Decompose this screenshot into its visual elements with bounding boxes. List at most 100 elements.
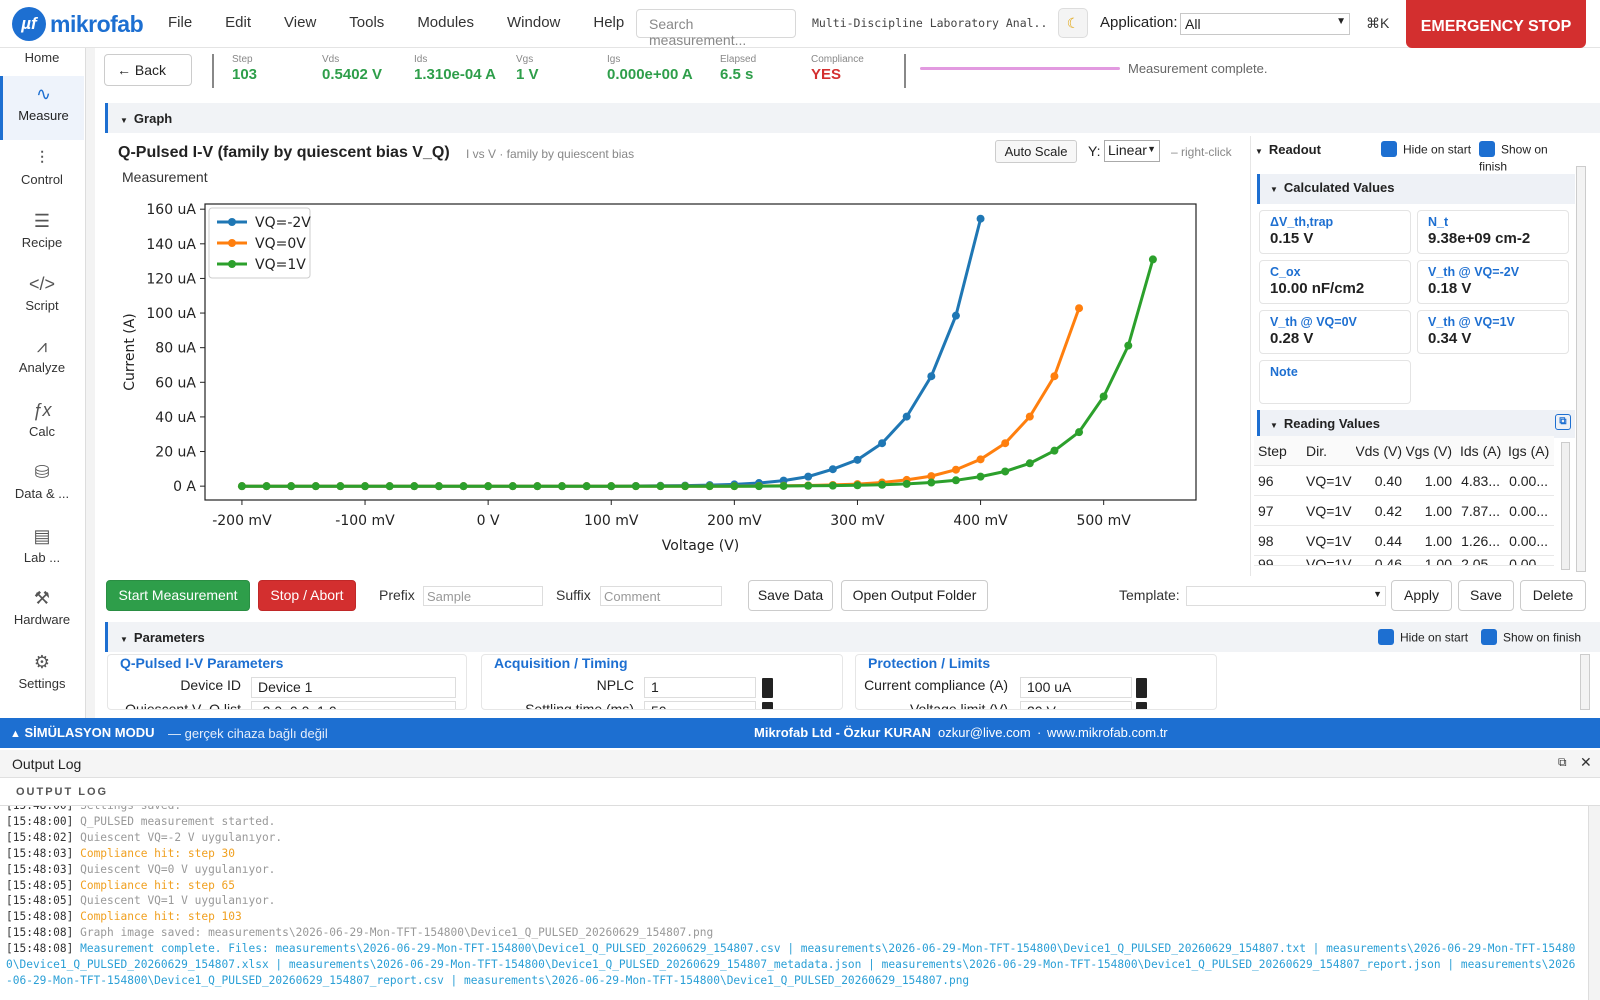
suffix-input[interactable]: Comment	[600, 586, 722, 606]
param-group-qpulsed: Q-Pulsed I-V Parameters Device ID Device…	[107, 654, 467, 710]
collapse-arrow-icon: ▼	[120, 116, 128, 125]
menu-tools[interactable]: Tools	[349, 14, 385, 31]
command-palette-shortcut[interactable]: ⌘K	[1366, 15, 1390, 31]
emergency-stop-button[interactable]: EMERGENCY STOP	[1406, 0, 1586, 48]
prefix-input[interactable]: Sample	[423, 586, 543, 606]
sidebar-item-home[interactable]: Home	[0, 48, 84, 84]
table-scrollbar[interactable]	[1561, 442, 1570, 570]
stat-igs: Igs 0.000e+00 A	[607, 54, 693, 83]
params-show-on-finish[interactable]: Show on finish	[1481, 628, 1581, 646]
params-hide-on-start[interactable]: Hide on start	[1378, 628, 1468, 646]
iv-chart[interactable]: 0 A 20 uA 40 uA 60 uA 80 uA 100 uA 120 uA 140 u…	[108, 188, 1228, 588]
calculated-values-header[interactable]: ▼ Calculated Values	[1257, 174, 1575, 204]
application-select[interactable]: All ▼	[1180, 13, 1350, 35]
start-measurement-button[interactable]: Start Measurement	[106, 580, 250, 611]
application-select-value: All	[1185, 16, 1201, 32]
y-tick-label: 20 uA	[155, 445, 196, 461]
open-output-folder-button[interactable]: Open Output Folder	[841, 580, 988, 611]
parameters-scrollbar[interactable]	[1580, 654, 1590, 710]
table-row[interactable]: 98 VQ=1V 0.44 1.00 1.26... 0.00...	[1254, 526, 1554, 556]
template-select[interactable]: ▼	[1186, 586, 1386, 606]
output-log-content[interactable]: [15:48:00] Settings saved.[15:48:00] Q_P…	[0, 806, 1588, 1000]
log-message: Quiescent VQ=1 V uygulanıyor.	[80, 894, 276, 908]
dark-mode-toggle[interactable]: ☾	[1058, 8, 1088, 38]
readout-title[interactable]: ▼ Readout	[1255, 142, 1321, 157]
save-data-button[interactable]: Save Data	[748, 580, 833, 611]
legend-marker	[228, 260, 236, 268]
compliance-stepper[interactable]	[1136, 678, 1147, 698]
plot-panel: Q-Pulsed I-V (family by quiescent bias V…	[108, 136, 1248, 576]
output-log-subtitle: OUTPUT LOG	[16, 786, 109, 798]
table-row[interactable]: 99 VQ=1V 0.46 1.00 2.05... 0.00...	[1254, 556, 1554, 566]
log-line: [15:48:00] Q_PULSED measurement started.	[6, 814, 1582, 830]
website-link[interactable]: www.mikrofab.com.tr	[1047, 725, 1168, 740]
menu-file[interactable]: File	[168, 14, 193, 31]
param-group-title: Q-Pulsed I-V Parameters	[120, 655, 284, 671]
chart-subtitle: I vs V · family by quiescent bias	[466, 147, 635, 161]
menu-view[interactable]: View	[284, 14, 317, 31]
logo-mark: µf	[12, 7, 46, 41]
y-scale-select[interactable]: Linear ▼	[1104, 140, 1160, 162]
data-point	[1075, 428, 1084, 437]
checkbox-checked-icon	[1479, 141, 1495, 158]
voltage-limit-stepper[interactable]	[1136, 702, 1147, 709]
sidebar-item-analyze[interactable]: ⩘ Analyze	[0, 328, 84, 392]
settling-input[interactable]: 50	[644, 701, 756, 709]
sidebar-item-recipe[interactable]: ☰ Recipe	[0, 203, 84, 267]
current-compliance-input[interactable]: 100 uA	[1020, 677, 1132, 698]
sidebar-item-data[interactable]: ⛁ Data & ...	[0, 454, 84, 518]
y-tick-label: 60 uA	[155, 375, 196, 391]
apply-template-button[interactable]: Apply	[1391, 580, 1452, 611]
x-tick-label: 400 mV	[953, 513, 1008, 529]
readout-show-on-finish[interactable]: Show on finish	[1479, 141, 1548, 174]
contact-email[interactable]: ozkur@live.com	[938, 725, 1031, 740]
data-point	[1001, 467, 1010, 476]
copy-icon[interactable]: ⧉	[1555, 414, 1571, 430]
progress-bar	[920, 67, 1120, 70]
reading-values-header[interactable]: ▼ Reading Values ⧉	[1257, 410, 1575, 438]
menu-help[interactable]: Help	[593, 14, 625, 31]
sidebar-item-calc[interactable]: ƒx Calc	[0, 392, 84, 456]
float-icon[interactable]: ⧉	[1558, 755, 1567, 769]
chart-icon: ⩘	[36, 336, 48, 356]
sidebar-scrollbar[interactable]	[85, 48, 95, 718]
table-row[interactable]: 97 VQ=1V 0.42 1.00 7.87... 0.00...	[1254, 496, 1554, 526]
sidebar-item-settings[interactable]: ⚙ Settings	[0, 644, 84, 708]
vq-list-input[interactable]: -2.0, 0.0, 1.0	[251, 701, 456, 709]
data-point	[1025, 459, 1034, 468]
nplc-stepper[interactable]	[762, 678, 773, 698]
menu-modules[interactable]: Modules	[417, 14, 475, 31]
readout-scrollbar[interactable]	[1576, 166, 1586, 572]
sidebar-item-hardware[interactable]: ⚒ Hardware	[0, 580, 84, 644]
voltage-limit-input[interactable]: 20 V	[1020, 701, 1132, 709]
search-input[interactable]: Search measurement...	[636, 9, 796, 48]
graph-section-header[interactable]: ▼ Graph	[105, 103, 1600, 133]
readout-hide-on-start[interactable]: Hide on start	[1381, 140, 1471, 158]
delete-template-button[interactable]: Delete	[1520, 580, 1586, 611]
checkbox-checked-icon	[1481, 629, 1497, 646]
sidebar-item-measure[interactable]: ∿ Measure	[0, 76, 84, 140]
output-log-scrollbar[interactable]	[1588, 806, 1600, 1000]
data-point	[1075, 304, 1084, 313]
sidebar-item-script[interactable]: </> Script	[0, 266, 84, 330]
function-icon: ƒx	[32, 400, 52, 420]
auto-scale-button[interactable]: Auto Scale	[995, 140, 1077, 163]
settling-stepper[interactable]	[762, 702, 773, 709]
x-axis-label: Voltage (V)	[662, 538, 739, 554]
sidebar-item-lab[interactable]: ▤ Lab ...	[0, 518, 84, 582]
back-button[interactable]: ← Back	[104, 54, 192, 86]
parameters-section-header[interactable]: ▼ Parameters Hide on start Show on finish	[105, 622, 1600, 652]
nplc-input[interactable]: 1	[644, 677, 756, 698]
stop-abort-button[interactable]: Stop / Abort	[258, 580, 356, 611]
log-message: Quiescent VQ=-2 V uygulanıyor.	[80, 830, 283, 844]
legend-marker	[228, 218, 236, 226]
sidebar-item-control[interactable]: ⫶ Control	[0, 140, 84, 204]
y-tick-label: 80 uA	[155, 341, 196, 357]
close-icon[interactable]: ✕	[1580, 754, 1592, 770]
menu-window[interactable]: Window	[507, 14, 561, 31]
save-template-button[interactable]: Save	[1458, 580, 1514, 611]
param-row-compliance: Current compliance (A) 100 uA	[856, 677, 1216, 699]
table-row[interactable]: 96 VQ=1V 0.40 1.00 4.83... 0.00...	[1254, 466, 1554, 496]
menu-edit[interactable]: Edit	[225, 14, 252, 31]
device-id-input[interactable]: Device 1	[251, 677, 456, 698]
